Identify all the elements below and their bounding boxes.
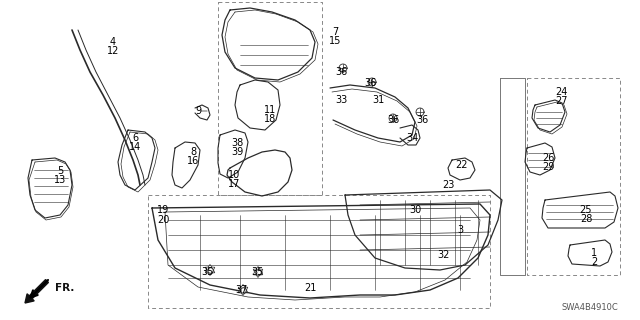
Text: 35: 35 [252,267,264,277]
Text: 30: 30 [409,205,421,215]
Text: 34: 34 [406,133,418,143]
Text: 10: 10 [228,170,240,180]
Text: 27: 27 [555,96,567,106]
Text: 7: 7 [332,27,338,37]
Text: 8: 8 [190,147,196,157]
Text: 24: 24 [555,87,567,97]
Text: 17: 17 [228,179,240,189]
Text: 29: 29 [542,162,554,172]
Text: 22: 22 [456,160,468,170]
Text: 39: 39 [231,147,243,157]
Text: 26: 26 [542,153,554,163]
Text: 33: 33 [335,95,347,105]
Text: 37: 37 [235,285,247,295]
Text: SWA4B4910C: SWA4B4910C [561,303,618,312]
Text: 5: 5 [57,166,63,176]
Text: 28: 28 [580,214,592,224]
Text: 38: 38 [231,138,243,148]
Text: 1: 1 [591,248,597,258]
Text: 15: 15 [329,36,341,46]
Text: 18: 18 [264,114,276,124]
Text: 36: 36 [387,115,399,125]
Text: 11: 11 [264,105,276,115]
Text: 31: 31 [372,95,384,105]
Text: 25: 25 [580,205,592,215]
Text: 3: 3 [457,225,463,235]
Text: 4: 4 [110,37,116,47]
Text: 12: 12 [107,46,119,56]
Text: 19: 19 [157,205,169,215]
Text: 23: 23 [442,180,454,190]
Text: 2: 2 [591,257,597,267]
FancyArrow shape [25,280,49,303]
Text: 21: 21 [304,283,316,293]
Text: 13: 13 [54,175,66,185]
Text: 36: 36 [335,67,347,77]
Text: 6: 6 [132,133,138,143]
Text: 32: 32 [438,250,450,260]
Text: 36: 36 [364,78,376,88]
Text: 36: 36 [416,115,428,125]
Text: 9: 9 [195,106,201,116]
Text: FR.: FR. [55,283,74,293]
Text: 35: 35 [202,267,214,277]
Text: 20: 20 [157,215,169,225]
Text: 16: 16 [187,156,199,166]
Text: 14: 14 [129,142,141,152]
